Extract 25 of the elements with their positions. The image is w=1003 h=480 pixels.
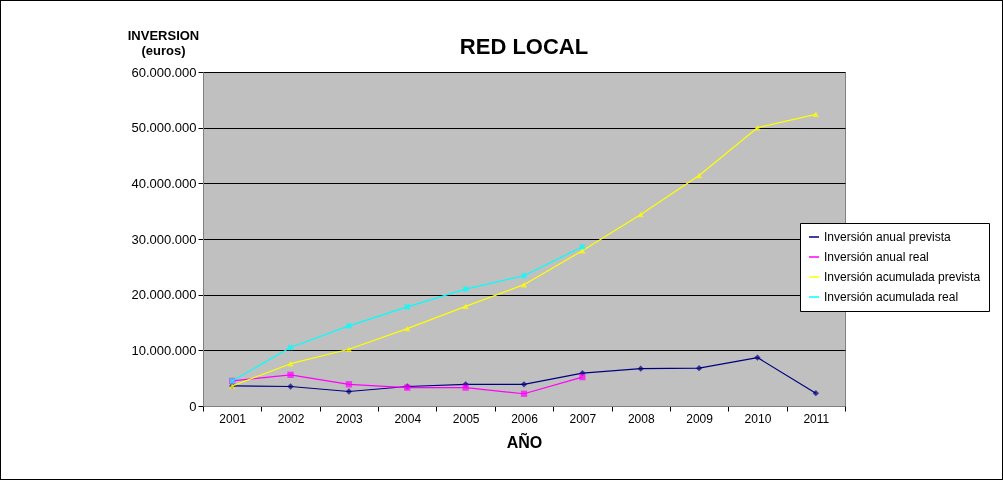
x-tick-label: 2005 bbox=[452, 411, 480, 426]
y-tick-label: 60.000.000 bbox=[131, 64, 197, 80]
chart-title: RED LOCAL bbox=[459, 34, 589, 59]
y-tick-label: 0 bbox=[189, 398, 197, 414]
x-tick-label: 2002 bbox=[277, 411, 305, 426]
x-tick-label: 2010 bbox=[744, 411, 772, 426]
y-tick-label: 10.000.000 bbox=[131, 342, 197, 358]
y-tick-label: 20.000.000 bbox=[131, 287, 197, 303]
x-tick-label: 2004 bbox=[394, 411, 422, 426]
legend-label: Inversión anual real bbox=[824, 250, 929, 264]
x-tick-label: 2009 bbox=[686, 411, 714, 426]
y-tick-label: 50.000.000 bbox=[131, 120, 197, 136]
x-tick-label: 2003 bbox=[336, 411, 364, 426]
x-tick-label: 2011 bbox=[803, 411, 830, 426]
x-tick-label: 2007 bbox=[569, 411, 597, 426]
legend-label: Inversión acumulada real bbox=[824, 290, 959, 304]
x-tick-label: 2006 bbox=[511, 411, 539, 426]
y-tick-label: 30.000.000 bbox=[131, 231, 197, 247]
x-tick-label: 2001 bbox=[219, 411, 247, 426]
x-axis-title: AÑO bbox=[506, 431, 543, 451]
y-axis-title: INVERSION (euros) bbox=[127, 27, 200, 58]
y-tick-label: 40.000.000 bbox=[131, 175, 197, 191]
x-tick-label: 2008 bbox=[627, 411, 655, 426]
legend-label: Inversión acumulada prevista bbox=[824, 270, 981, 284]
legend-label: Inversión anual prevista bbox=[824, 230, 952, 244]
